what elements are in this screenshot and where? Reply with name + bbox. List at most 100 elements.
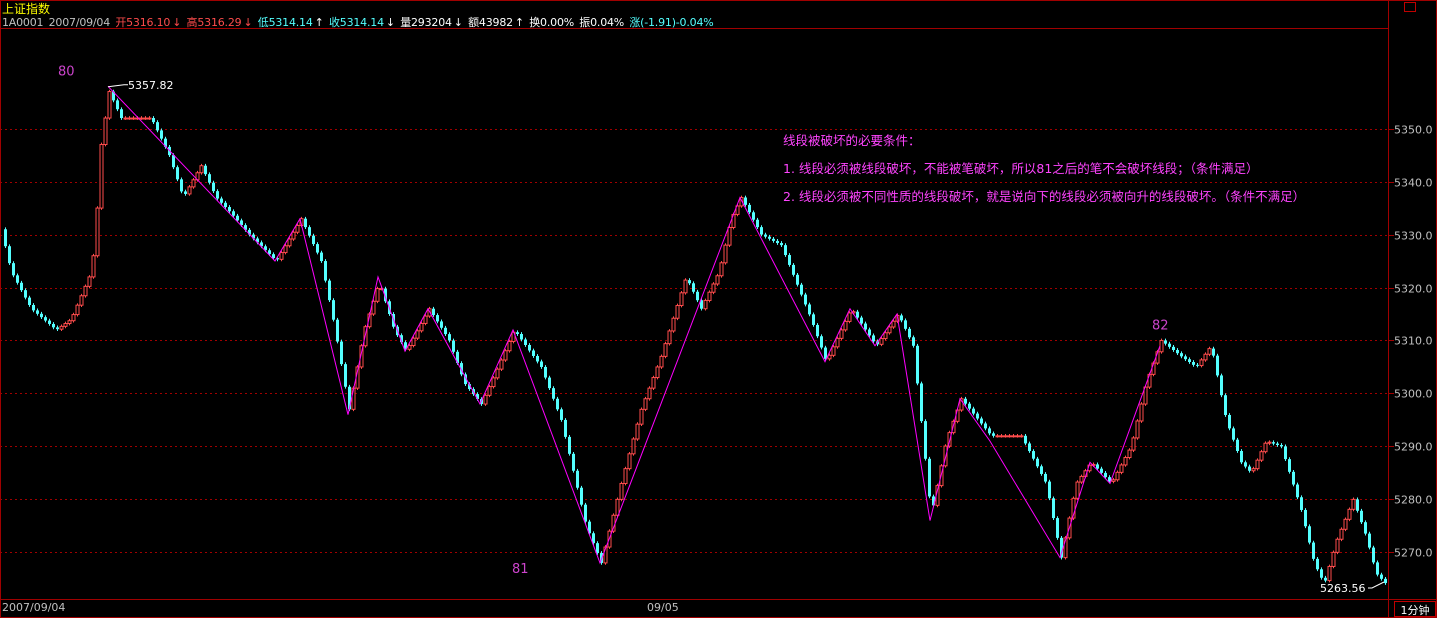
candle [784, 245, 787, 256]
down-arrow-icon: ↓ [453, 16, 463, 29]
candle [184, 191, 187, 194]
candle [268, 250, 271, 255]
candle [336, 319, 339, 342]
candle [180, 179, 183, 192]
candle [40, 313, 43, 318]
candle [276, 258, 279, 260]
candle [696, 291, 699, 301]
candle [1304, 509, 1307, 527]
candle [156, 122, 159, 131]
candle [864, 323, 867, 330]
candle [240, 220, 243, 226]
candle [95, 207, 100, 257]
candle [1288, 459, 1291, 472]
candle [1015, 435, 1020, 438]
candle [28, 297, 31, 305]
candle [264, 246, 267, 251]
candle [1019, 435, 1024, 438]
candle [808, 304, 811, 315]
candle [692, 283, 695, 292]
candle [1216, 355, 1219, 376]
notes-title: 线段被破坏的必要条件： [783, 133, 921, 148]
candle [544, 366, 547, 378]
candle [340, 341, 343, 365]
candle [843, 320, 848, 331]
candle [1100, 468, 1103, 473]
candle [635, 423, 640, 440]
candle [1220, 375, 1223, 396]
candle [1308, 526, 1311, 543]
candle [548, 377, 551, 389]
candle [1063, 537, 1068, 559]
candle [164, 138, 167, 147]
candle [1119, 464, 1124, 473]
candle [1139, 403, 1144, 422]
candle [540, 361, 543, 367]
candle [655, 366, 660, 379]
candle [916, 345, 919, 384]
y-tick-label: 5300.0 [1394, 388, 1433, 401]
candle [707, 291, 712, 301]
candle [1368, 533, 1371, 548]
candle [1196, 364, 1199, 366]
candle [291, 231, 296, 240]
candle [812, 314, 815, 325]
chart-labels: 80 81 82 5357.82 5263.56 [58, 64, 1385, 595]
candle [1052, 498, 1055, 519]
segment-label: 81 [512, 562, 529, 577]
quote-date: 2007/09/04 [48, 16, 111, 29]
candle [1228, 414, 1231, 429]
candle [468, 384, 471, 390]
candle [1040, 466, 1043, 474]
candle [568, 436, 571, 454]
candle [332, 300, 335, 320]
candle [212, 182, 215, 192]
candle [532, 350, 535, 356]
candle [1024, 435, 1027, 444]
candle [972, 408, 975, 414]
candle [556, 398, 559, 410]
candle [536, 355, 539, 362]
min-price-label: 5263.56 [1320, 582, 1366, 595]
candle [507, 340, 512, 352]
candle [252, 234, 255, 239]
candle [639, 408, 644, 425]
candle [1180, 353, 1183, 357]
candle [123, 117, 128, 120]
candle [995, 435, 1000, 438]
candle [1224, 395, 1227, 415]
turnover-value: 换0.00% [529, 16, 574, 29]
close-icon[interactable] [1404, 2, 1416, 12]
candle [679, 292, 684, 307]
candle [103, 117, 108, 146]
candle [1164, 340, 1167, 344]
candle [127, 117, 132, 120]
candle [891, 320, 896, 328]
candle [1263, 442, 1268, 453]
candle [308, 227, 311, 236]
candle [1351, 498, 1356, 510]
candle [1335, 538, 1340, 553]
low-value: 低5314.14 [257, 16, 313, 29]
candle [59, 325, 64, 330]
candle [1075, 481, 1080, 499]
candle [1327, 565, 1332, 582]
candle [143, 117, 148, 120]
candle [835, 337, 840, 348]
amplitude-value: 振0.04% [579, 16, 625, 29]
x-axis-mid-date: 09/05 [647, 601, 679, 614]
candle [460, 363, 463, 375]
candle [67, 320, 72, 325]
period-button[interactable]: 1分钟 [1394, 601, 1436, 617]
candle [868, 329, 871, 336]
candle [831, 346, 836, 356]
candle [1079, 475, 1084, 483]
index-title: 上证指数 [2, 2, 51, 16]
candle [1159, 339, 1164, 353]
candle [220, 198, 223, 203]
candle [295, 224, 300, 233]
candle [820, 336, 823, 348]
max-pointer [107, 84, 128, 88]
